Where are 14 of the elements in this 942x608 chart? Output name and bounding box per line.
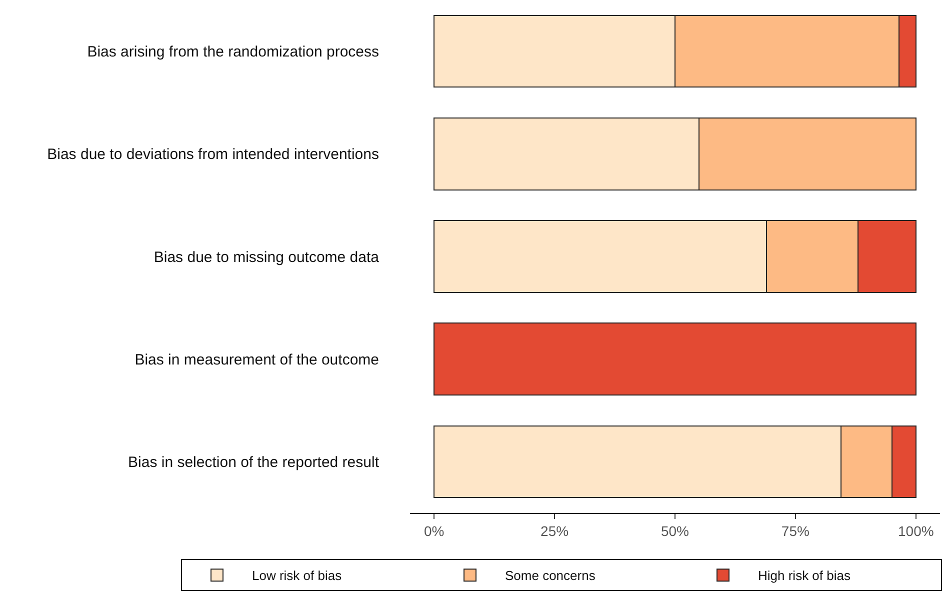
legend-label: Some concerns [505, 568, 596, 584]
x-tick-label: 75% [781, 522, 810, 539]
y-tick-label: Bias due to missing outcome data [154, 248, 380, 266]
x-tick-label: 50% [660, 522, 690, 539]
y-tick-label: Bias in selection of the reported result [128, 454, 380, 471]
bar [434, 322, 916, 396]
x-tick-label: 25% [540, 522, 569, 539]
legend-label: High risk of bias [758, 568, 851, 584]
y-tick-label: Bias in measurement of the outcome [134, 351, 379, 368]
x-tick-label: 100% [898, 522, 934, 539]
x-tick-label: 0% [424, 522, 444, 539]
legend-label: Low risk of bias [252, 568, 342, 584]
y-tick-label: Bias arising from the randomization process [87, 44, 379, 61]
y-tick-label: Bias due to deviations from intended interventions [47, 146, 379, 164]
